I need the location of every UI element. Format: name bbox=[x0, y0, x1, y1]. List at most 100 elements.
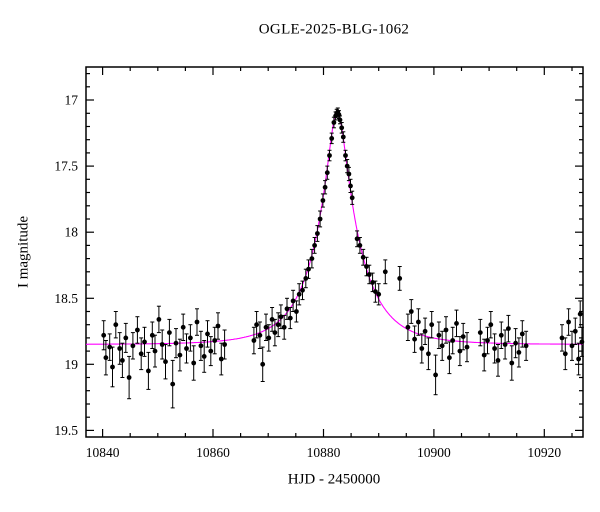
photometry-point bbox=[317, 216, 323, 222]
photometry-point bbox=[167, 330, 172, 335]
photometry-point bbox=[278, 314, 284, 320]
y-tick-label: 19 bbox=[65, 357, 79, 372]
photometry-point bbox=[464, 344, 470, 350]
photometry-point bbox=[257, 332, 263, 338]
photometry-point bbox=[382, 269, 388, 275]
photometry-point bbox=[272, 330, 278, 335]
photometry-point bbox=[101, 332, 107, 338]
photometry-point bbox=[263, 324, 269, 330]
photometry-point bbox=[146, 368, 151, 374]
photometry-point bbox=[569, 343, 575, 349]
photometry-point bbox=[412, 336, 417, 342]
photometry-point bbox=[360, 254, 366, 260]
photometry-point bbox=[443, 327, 449, 333]
photometry-point bbox=[218, 356, 224, 362]
photometry-point bbox=[331, 120, 337, 125]
photometry-point bbox=[251, 338, 257, 343]
photometry-point bbox=[205, 331, 210, 337]
photometry-point bbox=[135, 327, 140, 333]
photometry-point bbox=[194, 319, 200, 325]
photometry-point bbox=[346, 171, 352, 177]
photometry-point bbox=[312, 243, 317, 248]
photometry-point bbox=[138, 351, 144, 357]
photometry-point bbox=[198, 343, 204, 349]
photometry-point bbox=[184, 346, 189, 351]
photometry-point bbox=[488, 322, 494, 328]
photometry-point bbox=[188, 335, 193, 341]
photometry-point bbox=[376, 291, 382, 297]
photometry-point bbox=[315, 231, 320, 236]
photometry-point bbox=[110, 364, 115, 370]
photometry-point bbox=[123, 335, 129, 341]
photometry-point bbox=[576, 356, 581, 362]
photometry-point bbox=[290, 298, 296, 304]
y-tick-label: 19.5 bbox=[54, 423, 78, 438]
x-tick-label: 10860 bbox=[196, 445, 230, 460]
photometry-point bbox=[180, 324, 186, 330]
photometry-point bbox=[419, 346, 425, 351]
photometry-point bbox=[212, 338, 218, 343]
photometry-point bbox=[357, 243, 363, 248]
photometry-point bbox=[562, 351, 568, 357]
photometry-point bbox=[300, 287, 305, 293]
photometry-point bbox=[579, 339, 585, 345]
photometry-point bbox=[266, 335, 272, 341]
photometry-point bbox=[142, 339, 147, 345]
photometry-point bbox=[349, 195, 355, 201]
photometry-point bbox=[447, 355, 452, 361]
photometry-point bbox=[120, 358, 125, 363]
photometry-point bbox=[163, 359, 168, 365]
photometry-point bbox=[275, 322, 281, 328]
photometry-point bbox=[405, 324, 411, 330]
photometry-point bbox=[208, 348, 214, 354]
photometry-point bbox=[201, 354, 207, 359]
photometry-point bbox=[439, 343, 445, 349]
photometry-point bbox=[281, 324, 287, 330]
photometry-point bbox=[170, 381, 176, 387]
photometry-point bbox=[107, 344, 113, 350]
photometry-point bbox=[481, 352, 487, 358]
photometry-point bbox=[152, 348, 158, 354]
photometry-point bbox=[327, 153, 332, 158]
photometry-point bbox=[191, 360, 197, 366]
photometry-point bbox=[294, 309, 299, 314]
photometry-point bbox=[260, 361, 266, 367]
y-tick-labels: 17 17.5 18 18.5 19 19.5 bbox=[54, 93, 78, 438]
photometry-point bbox=[492, 346, 497, 351]
photometry-point bbox=[477, 330, 483, 335]
photometry-point bbox=[173, 340, 179, 346]
x-tick-label: 10920 bbox=[527, 445, 561, 460]
plot-frame bbox=[85, 66, 584, 438]
data-points bbox=[101, 107, 585, 409]
y-axis-ticks bbox=[86, 72, 583, 431]
x-tick-label: 10880 bbox=[307, 445, 341, 460]
x-axis-label: HJD - 2450000 bbox=[287, 471, 381, 488]
y-tick-label: 18 bbox=[65, 225, 79, 240]
photometry-point bbox=[329, 136, 335, 141]
photometry-point bbox=[572, 328, 578, 334]
photometry-point bbox=[306, 266, 311, 272]
y-tick-label: 17.5 bbox=[54, 159, 78, 174]
photometry-point bbox=[460, 334, 466, 339]
photometry-point bbox=[397, 276, 403, 281]
photometry-point bbox=[269, 317, 275, 322]
x-axis-ticks bbox=[101, 67, 573, 437]
photometry-point bbox=[498, 332, 504, 338]
photometry-point bbox=[422, 328, 428, 334]
photometry-point bbox=[177, 352, 183, 358]
photometry-point bbox=[287, 315, 293, 321]
photometry-point bbox=[519, 331, 525, 337]
photometry-point bbox=[416, 319, 421, 325]
photometry-point bbox=[502, 342, 508, 347]
photometry-point bbox=[130, 343, 136, 349]
photometry-point bbox=[433, 372, 438, 378]
photometry-point bbox=[429, 322, 435, 328]
photometry-point bbox=[156, 317, 162, 322]
chart-title: OGLE-2025-BLG-1062 bbox=[258, 21, 410, 38]
photometry-point bbox=[309, 256, 315, 261]
photometry-point bbox=[159, 342, 165, 347]
photometry-point bbox=[426, 351, 431, 357]
photometry-point bbox=[296, 291, 302, 297]
